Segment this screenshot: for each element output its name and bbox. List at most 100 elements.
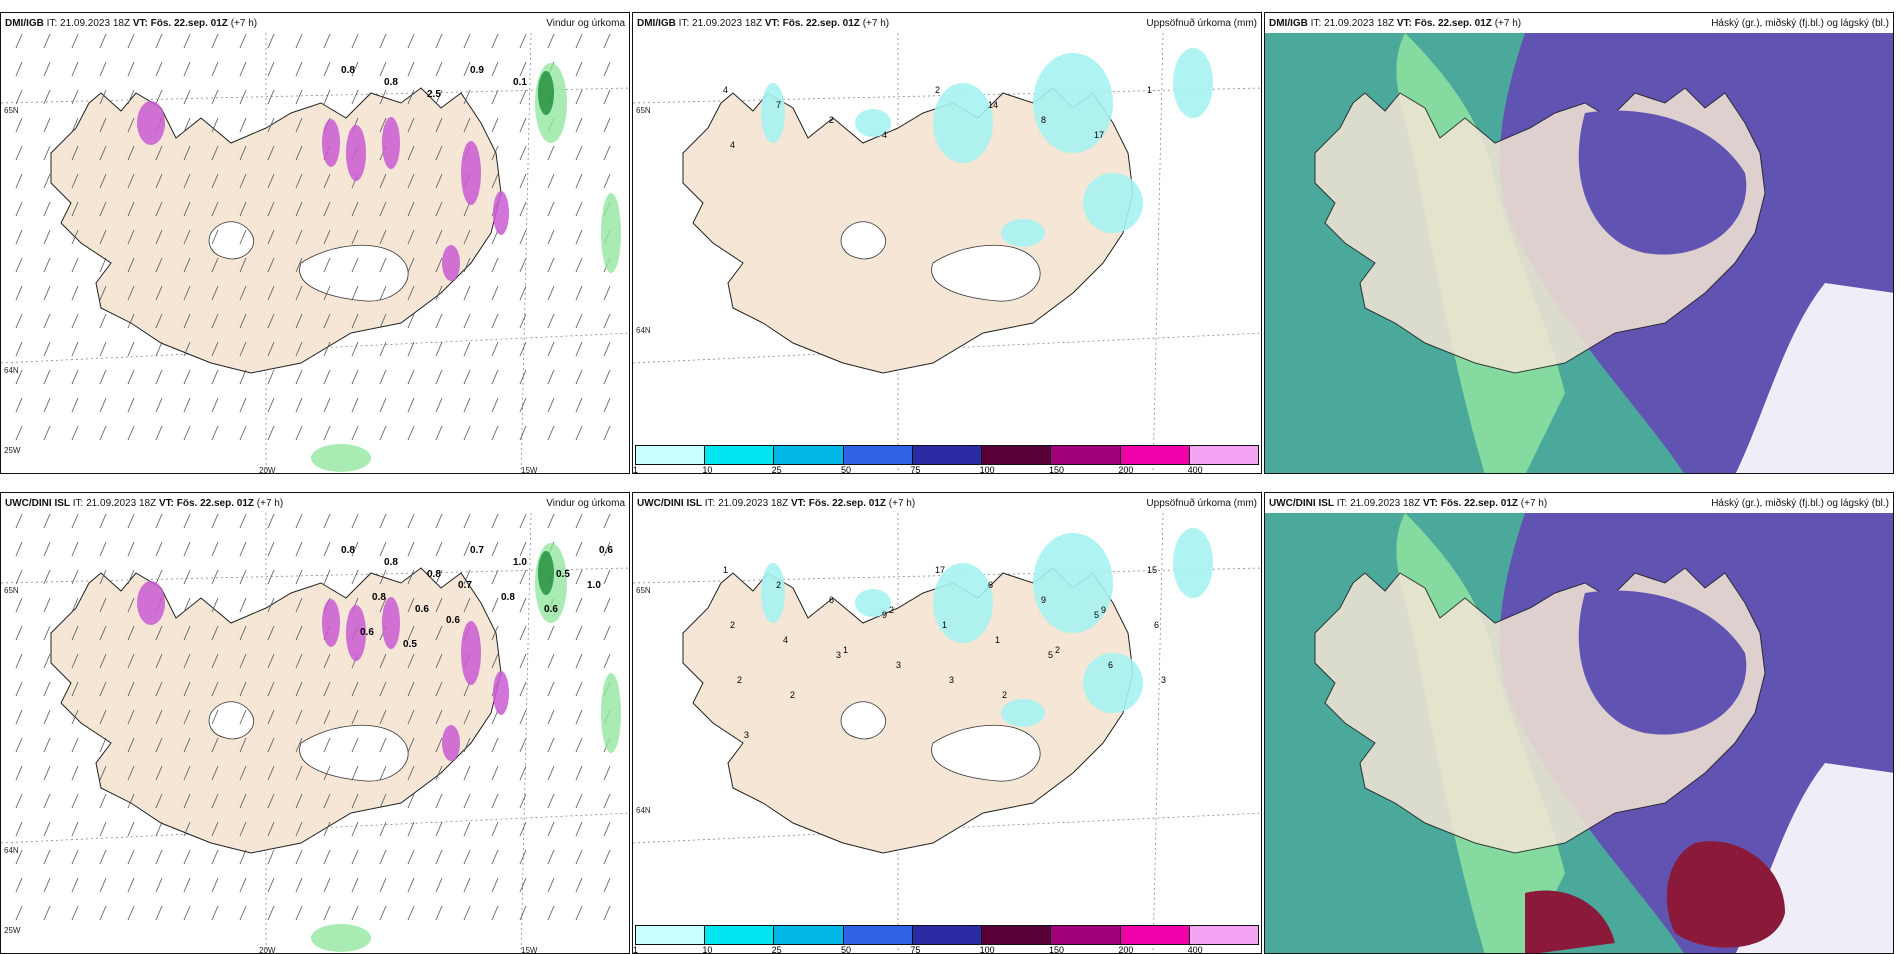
wind-barb — [71, 397, 79, 413]
init-time: IT: 21.09.2023 18Z — [46, 17, 131, 29]
wind-barb — [155, 397, 163, 413]
wind-barb — [99, 513, 107, 529]
wind-barb — [491, 397, 499, 413]
wind-barb — [183, 541, 191, 557]
wind-barb — [127, 709, 135, 725]
wind-barb — [603, 765, 611, 781]
panel-header: UWC/DINI ISL IT: 21.09.2023 18Z VT: Fös.… — [1, 493, 629, 513]
wind-barb — [323, 89, 331, 105]
wind-barb — [211, 625, 219, 641]
wind-barb — [519, 173, 527, 189]
wind-barb — [15, 793, 23, 809]
wind-barb — [43, 653, 51, 669]
precip-value-label: 1 — [723, 565, 728, 575]
wind-barb — [323, 877, 331, 893]
precip-value-label: 3 — [744, 730, 749, 740]
longitude-line — [1152, 33, 1164, 473]
wind-barb — [295, 285, 303, 301]
wind-barb — [71, 765, 79, 781]
wind-barb — [211, 849, 219, 865]
axis-label: 64N — [4, 366, 19, 375]
wind-barb — [71, 369, 79, 385]
wind-barb — [547, 821, 555, 837]
wind-barb — [127, 905, 135, 921]
wind-barb — [267, 625, 275, 641]
precip-value-label: 1 — [1147, 85, 1152, 95]
precip-value-label: 4 — [882, 130, 887, 140]
wind-barb — [295, 61, 303, 77]
wind-barb — [603, 541, 611, 557]
wind-barb — [323, 821, 331, 837]
wind-barb — [407, 653, 415, 669]
wind-barb — [211, 737, 219, 753]
colorbar-tick-label: 200 — [1118, 465, 1134, 474]
wind-barb — [155, 257, 163, 273]
wind-barb — [351, 737, 359, 753]
precip-value-label: 5 — [1094, 610, 1099, 620]
wind-barb — [295, 737, 303, 753]
wind-barb — [239, 569, 247, 585]
wind-barb — [323, 737, 331, 753]
wind-barb — [71, 61, 79, 77]
cloud-red-area — [1525, 890, 1615, 953]
wind-barb — [127, 313, 135, 329]
wind-barb — [519, 89, 527, 105]
wind-barb — [239, 89, 247, 105]
wind-barb — [155, 737, 163, 753]
wind-barb — [519, 117, 527, 133]
wind-barb — [15, 145, 23, 161]
wind-barb — [99, 341, 107, 357]
wind-barb — [463, 849, 471, 865]
wind-barb — [99, 369, 107, 385]
init-time: IT: 21.09.2023 18Z — [1336, 497, 1421, 509]
wind-barb — [267, 653, 275, 669]
wind-barb — [99, 849, 107, 865]
wind-barb — [183, 117, 191, 133]
wind-barb — [519, 737, 527, 753]
wind-barb — [239, 61, 247, 77]
wind-barb — [127, 397, 135, 413]
precip-value-label: 0.8 — [384, 557, 398, 568]
wind-barb — [547, 765, 555, 781]
wind-barb — [15, 397, 23, 413]
wind-barb — [155, 821, 163, 837]
wind-barb — [99, 173, 107, 189]
wind-barb — [239, 905, 247, 921]
colorbar-labels: 1 10 25 50 75 100 150 200 400 — [633, 465, 1259, 474]
panel-header: UWC/DINI ISL IT: 21.09.2023 18Z VT: Fös.… — [633, 493, 1261, 513]
wind-barb — [71, 653, 79, 669]
precip-value-label: 2 — [776, 580, 781, 590]
wind-barb — [239, 849, 247, 865]
wind-barb — [127, 569, 135, 585]
wind-barb — [351, 89, 359, 105]
wind-barb — [183, 285, 191, 301]
wind-barb — [15, 117, 23, 133]
precip-value-label: 0.1 — [513, 77, 527, 88]
glacier-area — [208, 701, 409, 782]
wind-barb — [547, 33, 555, 49]
wind-barb — [267, 737, 275, 753]
wind-barb — [323, 905, 331, 921]
wind-barb — [183, 849, 191, 865]
glacier-area — [840, 701, 1041, 782]
wind-barb — [575, 173, 583, 189]
wind-barb — [435, 341, 443, 357]
wind-barb — [323, 61, 331, 77]
wind-barb — [127, 117, 135, 133]
wind-barb — [463, 877, 471, 893]
lead-time: (+7 h) — [1494, 17, 1522, 29]
wind-barb — [491, 513, 499, 529]
wind-barb — [491, 569, 499, 585]
precip-value-label: 6 — [1154, 620, 1159, 630]
model-name: DMI/IGB — [637, 17, 676, 29]
wind-barb — [547, 341, 555, 357]
wind-barb — [155, 541, 163, 557]
colorbar-tick-label: 100 — [979, 945, 995, 954]
wind-barb — [211, 425, 219, 441]
wind-barb — [491, 117, 499, 133]
wind-barb — [15, 541, 23, 557]
wind-barb — [43, 229, 51, 245]
wind-barb — [379, 61, 387, 77]
wind-barb — [183, 201, 191, 217]
wind-barb — [267, 145, 275, 161]
